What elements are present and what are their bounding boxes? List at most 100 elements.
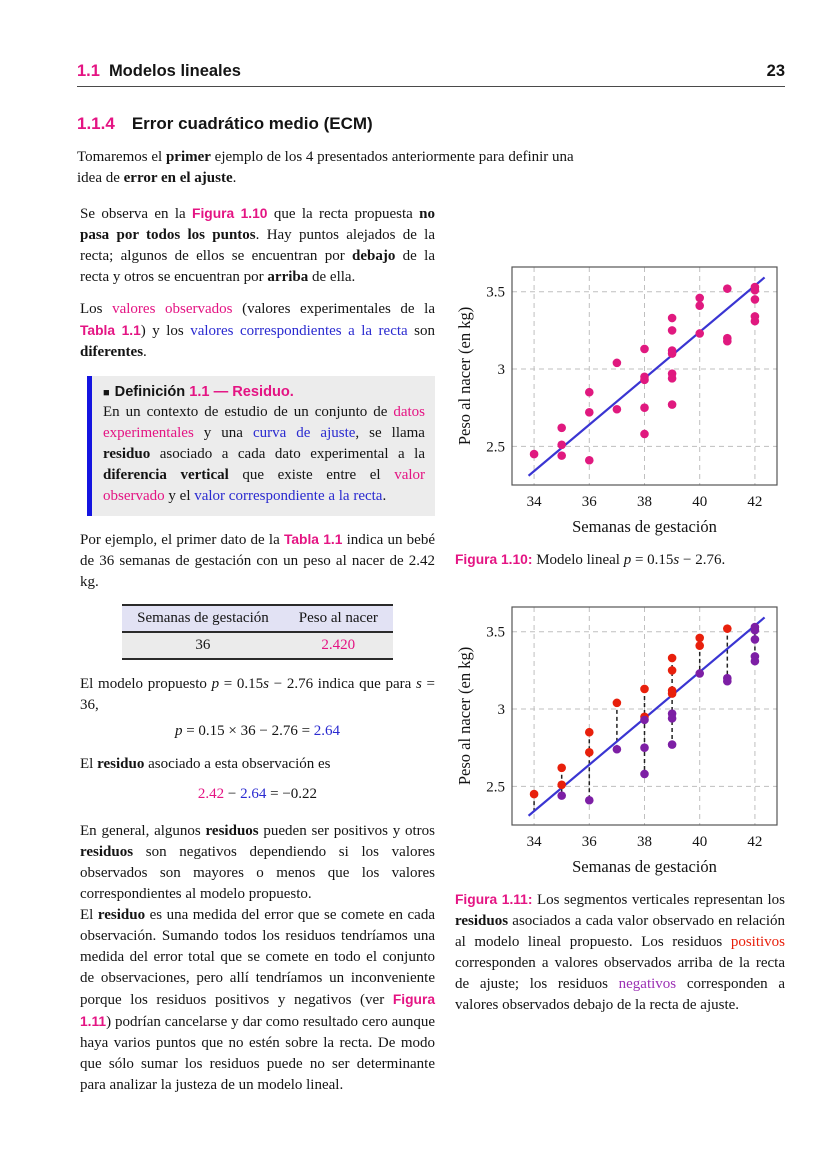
text-segment: residuo (97, 756, 145, 772)
text-segment: , se llama (355, 425, 425, 441)
text-segment: residuos (205, 823, 259, 839)
paragraph-general-2: El residuo es una medida del error que s… (80, 905, 435, 1096)
paragraph-general-1: En general, algunos residuos pueden ser … (80, 821, 435, 905)
svg-text:42: 42 (747, 494, 762, 510)
text-segment: s (416, 676, 422, 692)
text-segment: = 36, (80, 676, 435, 713)
text-segment: . (143, 344, 147, 360)
text-segment: datos experimentales (103, 404, 425, 441)
text-segment: − (224, 786, 241, 802)
text-segment: indica un bebé de 36 semanas de gestació… (80, 532, 435, 590)
definition-bullet-icon: ■ (103, 387, 110, 399)
definition-title: ■ Definición 1.1 — Residuo. (103, 384, 425, 400)
text-segment: Figura 1.11: (455, 892, 533, 907)
svg-text:34: 34 (527, 834, 543, 850)
text-segment: corresponden a valores observados arriba… (455, 955, 785, 992)
subsection-number: 1.1.4 (77, 114, 115, 133)
definition-label: Definición (114, 384, 190, 400)
text-segment: p (174, 723, 183, 739)
text-segment: valores correspondientes a la recta (190, 323, 408, 339)
text-segment: error en el ajuste (123, 170, 233, 186)
paragraph-figura-110: Se observa en la Figura 1.10 que la rect… (80, 203, 435, 288)
example-data-table: Semanas de gestación Peso al nacer 36 2.… (122, 604, 393, 660)
paragraph-residuo: El residuo asociado a esta observación e… (80, 754, 435, 775)
text-segment: El (80, 907, 98, 923)
text-segment: valores observados (112, 301, 233, 317)
text-segment: . Hay puntos alejados de la recta; algun… (80, 227, 435, 264)
svg-text:42: 42 (747, 834, 762, 850)
text-segment: Tabla 1.1 (80, 323, 141, 338)
text-segment: p (623, 552, 632, 568)
text-segment: 2.64 (240, 786, 267, 802)
text-segment: diferencia vertical (103, 467, 229, 483)
text-segment: arriba (267, 269, 309, 285)
text-segment: Se observa en la (80, 206, 193, 222)
svg-text:3.5: 3.5 (486, 285, 505, 301)
text-segment: de la recta y otros se encuentran por (80, 248, 435, 285)
text-segment: residuo (97, 907, 146, 923)
text-segment: 2.42 (197, 786, 225, 802)
text-segment: valor correspondiente a la recta (194, 488, 383, 504)
definition-box: ■ Definición 1.1 — Residuo. En un context… (87, 376, 435, 516)
equation-residuo: 2.42 − 2.64 = −0.22 (80, 784, 435, 805)
text-segment: s (263, 676, 270, 692)
text-segment: Figura 1.11 (80, 992, 435, 1029)
section-number: 1.1 (77, 62, 100, 80)
page-number: 23 (766, 62, 785, 80)
text-segment: ) podrían cancelarse y dar como resultad… (80, 1014, 435, 1093)
svg-text:Semanas de gestación: Semanas de gestación (572, 517, 717, 536)
svg-text:3: 3 (498, 702, 506, 718)
svg-text:40: 40 (692, 494, 707, 510)
running-head: 1.1 Modelos lineales (77, 62, 241, 81)
figure-1-10-caption: Figura 1.10: Modelo lineal p = 0.15s − 2… (455, 549, 785, 571)
text-segment: asociado a esta observación es (144, 756, 331, 772)
svg-text:2.5: 2.5 (486, 779, 505, 795)
subsection-title: Error cuadrático medio (ECM) (131, 114, 373, 133)
text-segment: = 0.15 (219, 676, 264, 692)
right-column: 34 36 38 40 42 2.5 3 3.5 Semanas de gestación Pes… (455, 203, 785, 1096)
table-header-peso: Peso al nacer (283, 605, 393, 633)
left-column: Se observa en la Figura 1.10 que la rect… (80, 203, 435, 1096)
text-segment: 2.64 (313, 723, 341, 739)
text-segment: Por ejemplo, el primer dato de la (80, 532, 284, 548)
text-segment: Figura 1.10: (455, 552, 533, 567)
text-segment: valor observado (103, 467, 426, 504)
figure-1-10-chart: 34 36 38 40 42 2.5 3 3.5 Semanas de gestación Pes… (455, 266, 778, 536)
text-segment: p (211, 676, 220, 692)
text-segment: asociado a cada dato experimental a la (150, 446, 425, 462)
text-segment: primer (165, 149, 211, 165)
text-segment: residuo (103, 446, 151, 462)
text-segment: ejemplo de los 4 presentados anteriormen… (77, 149, 574, 186)
text-segment: negativos (618, 976, 677, 992)
text-segment: El modelo propuesto (80, 676, 212, 692)
svg-text:2.5: 2.5 (486, 439, 505, 455)
svg-text:3.5: 3.5 (486, 625, 505, 641)
figure-1-11-chart: 34 36 38 40 42 2.5 3 3.5 Semanas de gestación Pes… (455, 606, 778, 876)
text-segment: son negativos dependiendo si los valores… (80, 844, 435, 902)
text-segment: Figura 1.10 (192, 206, 268, 221)
text-segment: Los (80, 301, 113, 317)
text-segment: = 0.15 (631, 552, 674, 568)
svg-text:36: 36 (582, 494, 598, 510)
svg-text:38: 38 (637, 494, 652, 510)
text-segment: = 0.15 × 36 − 2.76 = (182, 723, 314, 739)
figure-1-11-caption: Figura 1.11: Los segmentos verticales re… (455, 889, 785, 1016)
svg-text:38: 38 (637, 834, 652, 850)
text-segment: son (407, 323, 436, 339)
text-segment: es una medida del error que se comete en… (80, 907, 435, 1008)
text-segment: y una (193, 425, 253, 441)
text-segment: asociados a cada valor observado en rela… (455, 913, 785, 950)
text-segment: positivos (730, 934, 785, 950)
text-segment: En un contexto de estudio de un conjunto… (103, 404, 394, 420)
svg-text:40: 40 (692, 834, 707, 850)
text-segment: residuos (80, 844, 134, 860)
section-title: Modelos lineales (108, 62, 241, 80)
text-segment: s (673, 552, 680, 568)
text-segment: que la recta propuesta (267, 206, 420, 222)
text-segment: ) y los (140, 323, 191, 339)
text-segment: = −0.22 (266, 786, 318, 802)
text-segment: diferentes (80, 344, 144, 360)
text-segment: Tomaremos el (77, 149, 166, 165)
paragraph-modelo: El modelo propuesto p = 0.15s − 2.76 ind… (80, 674, 435, 716)
